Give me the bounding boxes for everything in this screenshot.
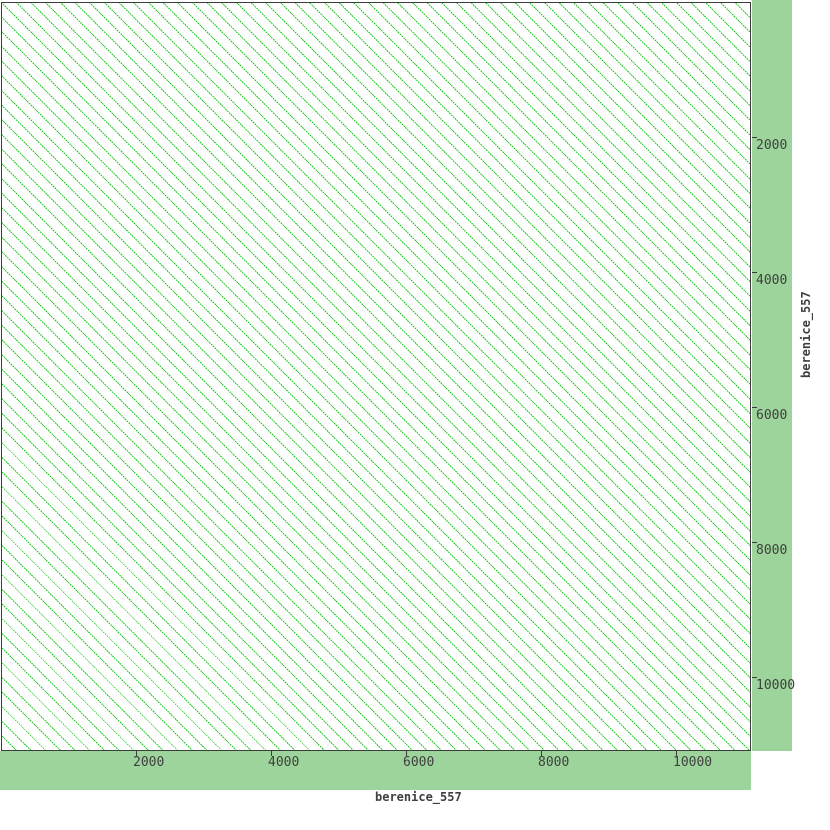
x-axis-title: berenice_557 bbox=[375, 790, 462, 804]
x-axis-tick bbox=[271, 751, 272, 756]
y-tick-label: 8000 bbox=[756, 543, 788, 558]
y-tick-label: 4000 bbox=[756, 273, 788, 288]
bottom-margin-band: 2000 4000 6000 8000 10000 bbox=[0, 751, 751, 790]
right-margin-band: 2000 4000 6000 8000 10000 bbox=[752, 0, 796, 751]
x-tick-label: 4000 bbox=[268, 755, 300, 770]
y-axis-tick bbox=[752, 407, 757, 408]
x-axis-tick bbox=[676, 751, 677, 756]
dotplot-plot-area bbox=[1, 2, 751, 751]
x-tick-label: 6000 bbox=[403, 755, 435, 770]
y-tick-label: 6000 bbox=[756, 408, 788, 423]
y-axis-title: berenice_557 bbox=[799, 291, 813, 378]
x-axis-tick bbox=[136, 751, 137, 756]
y-axis-tick bbox=[752, 272, 757, 273]
x-tick-label: 2000 bbox=[133, 755, 165, 770]
y-axis-tick bbox=[752, 137, 757, 138]
y-tick-label: 2000 bbox=[756, 138, 788, 153]
x-axis-tick bbox=[406, 751, 407, 756]
y-axis-tick bbox=[752, 677, 757, 678]
x-tick-label: 10000 bbox=[673, 755, 713, 770]
y-axis-tick bbox=[752, 542, 757, 543]
x-tick-label: 8000 bbox=[538, 755, 570, 770]
y-tick-label: 10000 bbox=[756, 678, 796, 693]
x-axis-tick bbox=[541, 751, 542, 756]
